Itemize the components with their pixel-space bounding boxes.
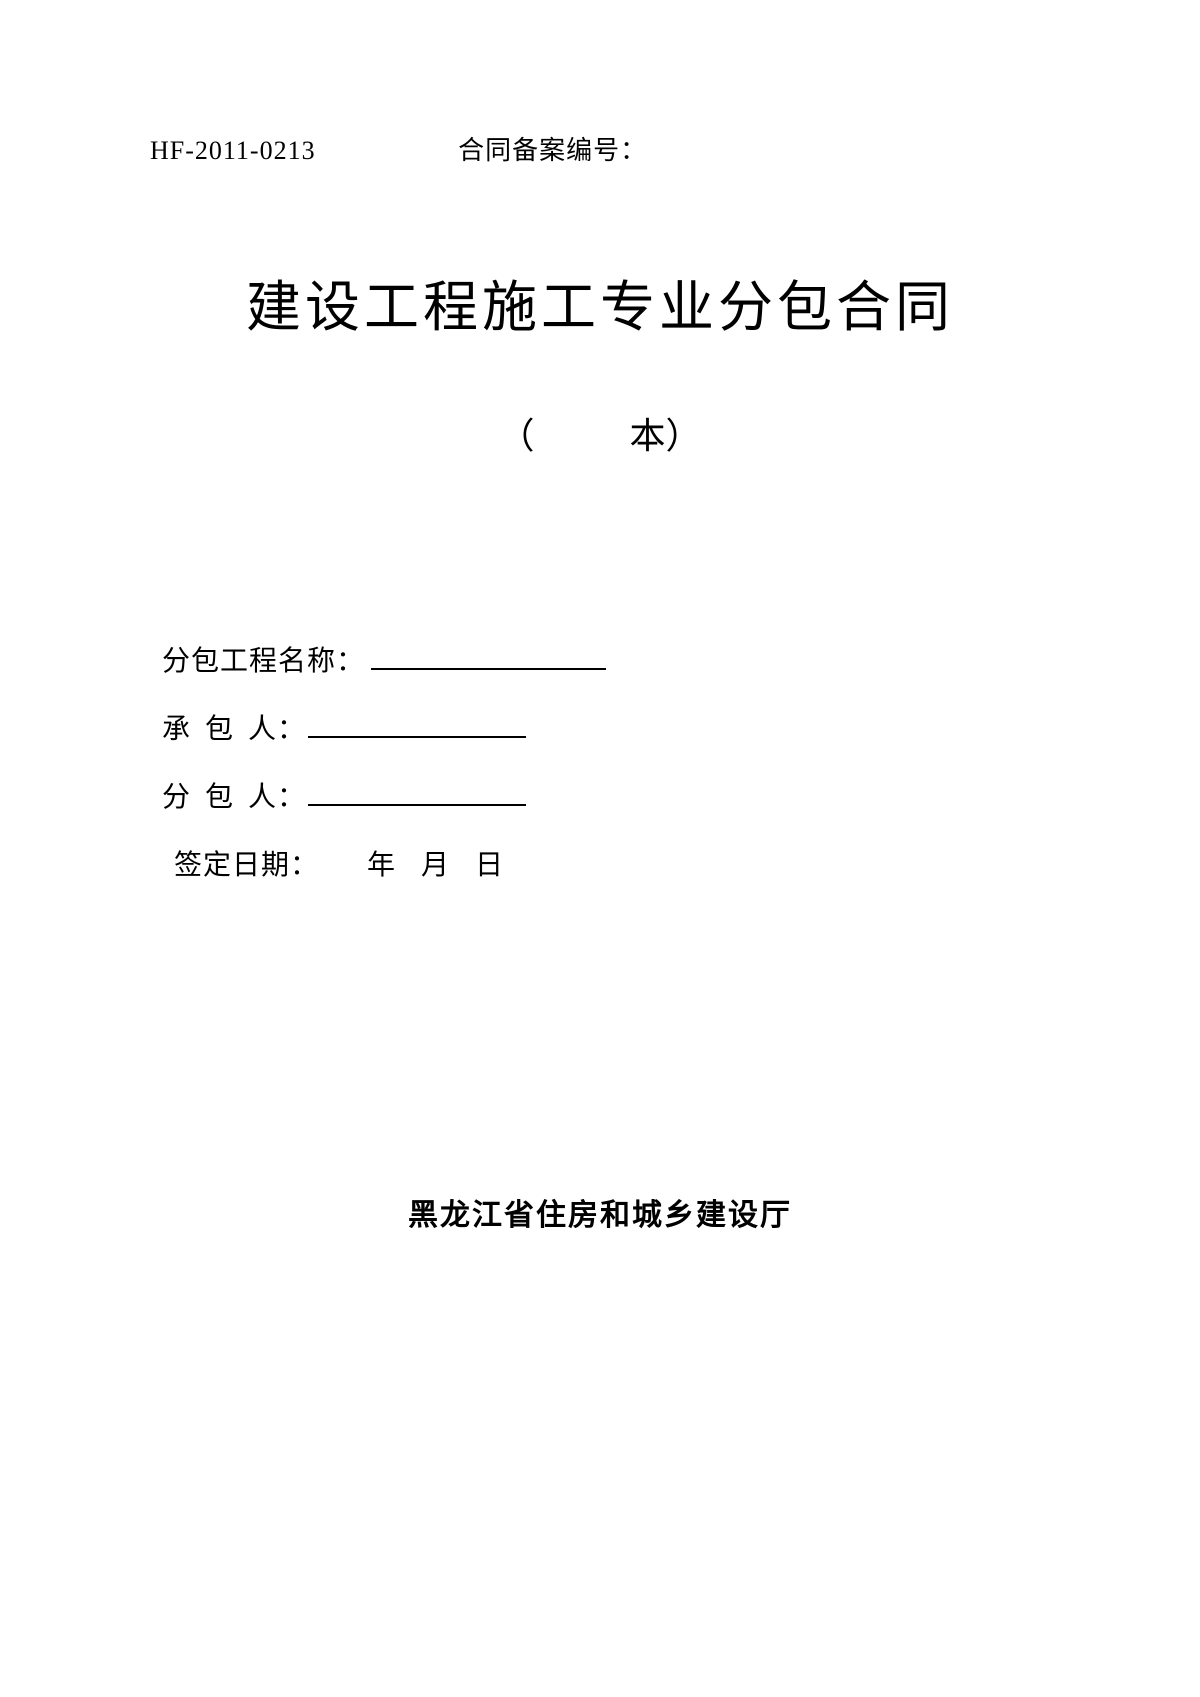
month-unit: 月: [421, 850, 449, 881]
subcontractor-label: 分包人：: [162, 775, 306, 815]
field-project-name: 分包工程名称：: [162, 639, 1050, 679]
year-unit: 年: [367, 850, 395, 881]
filing-number-label: 合同备案编号：: [458, 130, 647, 167]
contractor-blank: [308, 712, 526, 738]
document-title: 建设工程施工专业分包合同: [110, 262, 1090, 342]
day-unit: 日: [475, 850, 503, 881]
subcontractor-blank: [308, 780, 526, 806]
issuing-org: 黑龙江省住房和城乡建设厅: [0, 1190, 1200, 1234]
document-code: HF-2011-0213: [150, 136, 316, 166]
field-contractor: 承包人：: [162, 707, 1050, 747]
contractor-label: 承包人：: [162, 707, 306, 747]
form-fields: 分包工程名称： 承包人： 分包人： 签定日期： 年月日: [162, 639, 1050, 883]
document-subtitle: （ 本）: [150, 407, 1050, 459]
header-row: HF-2011-0213 合同备案编号：: [150, 130, 1050, 167]
subtitle-close: 本）: [630, 407, 702, 459]
document-page: HF-2011-0213 合同备案编号： 建设工程施工专业分包合同 （ 本） 分包…: [0, 0, 1200, 1697]
field-sign-date: 签定日期： 年月日: [174, 843, 1050, 883]
sign-date-label: 签定日期：: [174, 850, 319, 881]
project-name-blank: [371, 644, 606, 670]
field-subcontractor: 分包人：: [162, 775, 1050, 815]
subtitle-open-paren: （: [498, 407, 534, 459]
project-name-label: 分包工程名称：: [162, 639, 365, 679]
